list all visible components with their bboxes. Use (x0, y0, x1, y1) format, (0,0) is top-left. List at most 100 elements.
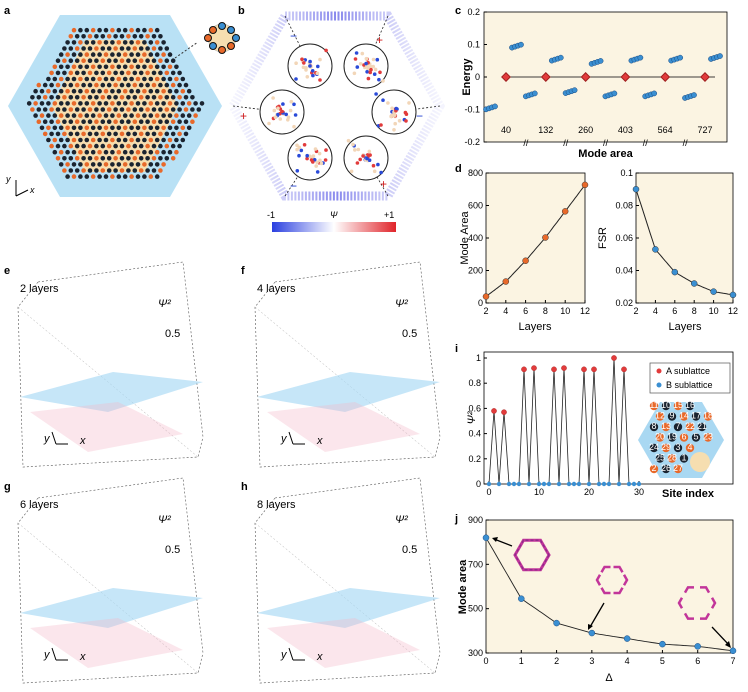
data-point (482, 293, 490, 300)
lattice-site (138, 58, 144, 63)
zoom-site (305, 156, 309, 161)
inset-site-index: 28 (667, 453, 677, 463)
a-sublattice-point (521, 366, 527, 373)
inset-site (679, 433, 689, 442)
axis-x-label-a: x (29, 185, 35, 195)
sign-minus-2: − (416, 109, 423, 123)
lattice-site (97, 101, 102, 106)
lattice-site (170, 70, 176, 76)
lattice-site (135, 88, 141, 94)
x-tick-label: 12 (580, 306, 590, 316)
x-tick-label: 10 (534, 487, 544, 497)
lattice-site (84, 88, 90, 94)
panel-letter-a: a (4, 5, 11, 17)
edge-state-point (492, 103, 498, 110)
zoom-site (278, 117, 283, 121)
edge-state-point (557, 54, 564, 61)
inset-core (690, 452, 710, 472)
box-frame (17, 497, 204, 684)
b-sublattice-point (571, 481, 577, 487)
inset-site-index: 12 (655, 411, 665, 421)
lattice-site (103, 125, 109, 131)
axis-x-label: x (316, 435, 323, 447)
inset-site-index: 20 (655, 432, 665, 442)
plane-level-label: 0.5 (402, 544, 417, 556)
axis-x-label: x (79, 651, 86, 663)
inset-site-index: 3 (675, 442, 680, 452)
panel-letter-f: f (241, 265, 245, 277)
zoom-site (318, 78, 322, 82)
lattice-site (116, 174, 122, 179)
lattice-site (49, 70, 54, 76)
lattice-site (100, 82, 106, 88)
lattice-site (145, 131, 150, 137)
lattice-site (132, 58, 138, 63)
colorbar-label: Ψ (330, 210, 338, 220)
zoom-site (371, 57, 376, 62)
lattice-site (55, 107, 61, 112)
zoom-arrow (174, 41, 199, 59)
zoom-site (276, 106, 280, 111)
lattice-site (94, 143, 99, 149)
lattice-site (167, 64, 173, 70)
inset-site (649, 464, 659, 474)
lattice-site (110, 88, 115, 94)
zoom-site (311, 154, 316, 158)
lattice-site (74, 34, 80, 39)
lattice-site (119, 168, 125, 173)
lattice-site (110, 125, 115, 131)
lattice-site (142, 174, 147, 179)
zoom-site (393, 121, 398, 126)
zoom-site (369, 67, 373, 72)
lattice-site (87, 168, 93, 173)
lattice-site (161, 113, 166, 118)
lattice-site (158, 58, 163, 63)
zero-mode-point (660, 72, 671, 82)
lattice-site (49, 95, 54, 100)
inset-site-index: 22 (685, 421, 695, 431)
lattice-site (129, 113, 134, 118)
b-sublattice-point (626, 481, 632, 487)
lattice-site (106, 58, 112, 63)
lattice-site (110, 101, 115, 106)
y-tick-label: 0 (478, 298, 483, 308)
lattice-site (58, 64, 64, 70)
arrow-delta3 (589, 602, 605, 628)
data-point (561, 208, 569, 215)
lattice-site (90, 64, 96, 70)
lattice-site (129, 76, 134, 82)
lattice-site (138, 143, 144, 149)
lattice-site (119, 82, 125, 88)
lattice-site (142, 27, 147, 33)
lattice-site (116, 113, 122, 118)
lattice-site (55, 119, 61, 124)
lattice-site (94, 34, 99, 39)
lattice-site (126, 119, 131, 124)
lattice-site (94, 119, 99, 124)
zoom-site (272, 108, 277, 113)
zoom-site (360, 51, 365, 56)
lattice-site (90, 125, 96, 131)
panel-letter-i: i (455, 343, 458, 355)
lattice-site (122, 174, 128, 179)
base-footprint (30, 618, 183, 668)
zoom-site (365, 65, 370, 70)
lattice-site (174, 137, 179, 143)
lattice-site (145, 143, 150, 149)
lattice-site (174, 101, 179, 106)
inset-site-index: 7 (675, 421, 680, 431)
lattice-site (151, 34, 157, 39)
y-tick-label: 0 (476, 479, 481, 489)
lattice-site (177, 95, 182, 100)
lattice-site (110, 76, 115, 82)
lattice-site (135, 76, 141, 82)
zoom-site (311, 73, 315, 78)
axis-arrow-y (288, 647, 294, 661)
lattice-site (154, 174, 160, 179)
lattice-site (106, 107, 112, 112)
lattice-site (138, 107, 144, 112)
lattice-site (122, 162, 128, 167)
lattice-site (132, 82, 138, 88)
inset-site-index: 8 (651, 421, 656, 431)
